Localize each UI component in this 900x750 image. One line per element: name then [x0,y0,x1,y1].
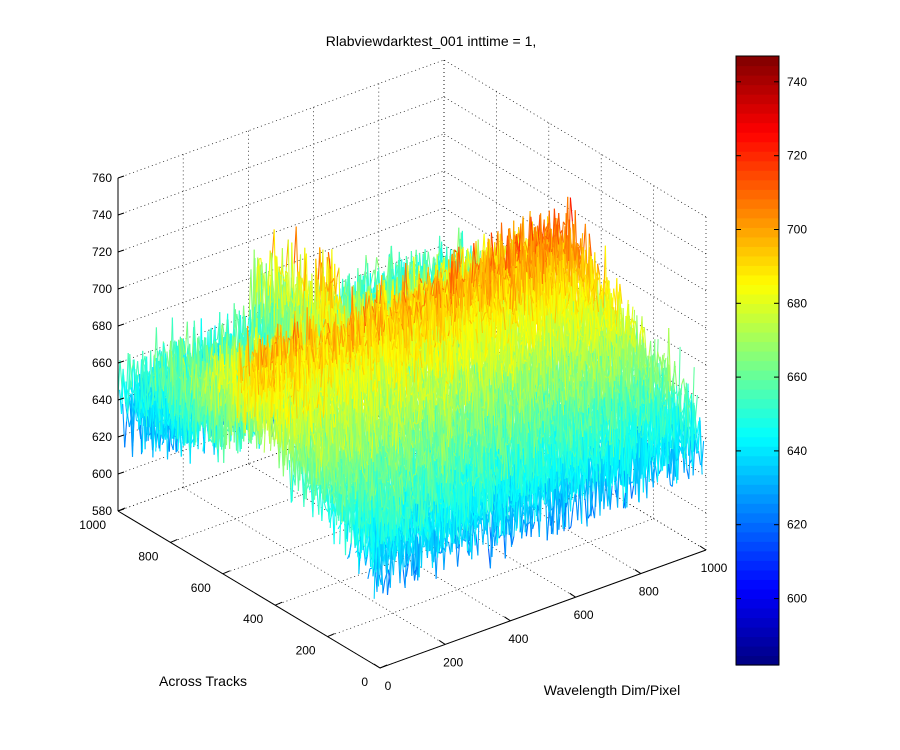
wall-grid-line [117,170,445,290]
surface-segment [221,323,225,337]
surface-segment [126,413,130,428]
wall-grid-line [117,133,445,253]
floor-grid-line [183,487,446,645]
wall-grid-line [117,96,445,216]
surface-segment [120,375,125,414]
wall-grid-line [443,96,707,255]
surface-segment [254,267,258,305]
surface-segment [124,421,128,448]
surface-segment [122,403,126,448]
surface-segment [364,271,368,280]
surface-segment [119,360,123,387]
surface-segment [120,368,124,401]
surface-segment [128,397,132,404]
floor-grid-line [275,486,602,606]
chart-title: Rlabviewdarktest_001 inttime = 1, [326,33,537,49]
floor-grid-line [327,518,654,637]
surface-mesh [117,196,705,599]
surface-segment [376,257,380,268]
wall-grid-line [117,59,445,179]
wall-grid-line [443,59,707,218]
wall-grid-line [117,207,445,327]
surface-segment [128,393,132,395]
surface-segment [371,269,375,279]
